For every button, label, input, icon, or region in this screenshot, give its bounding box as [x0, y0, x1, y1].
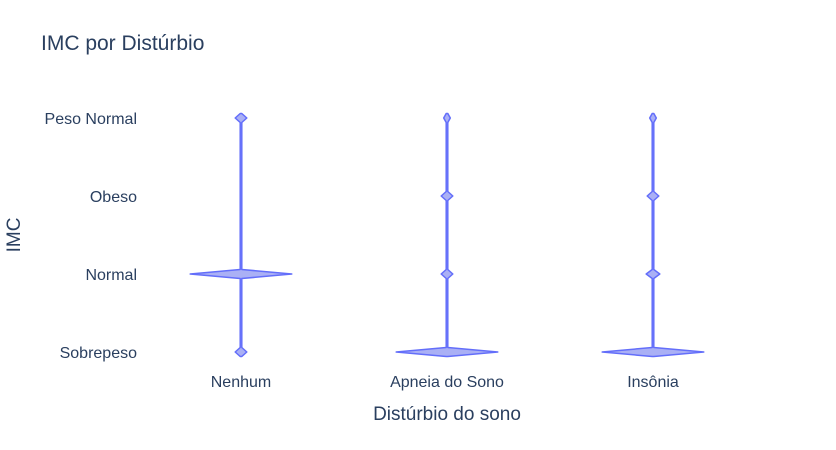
y-tick-sobrepeso: Sobrepeso [60, 345, 137, 362]
violin-nenhum [189, 112, 293, 358]
x-axis-title: Distúrbio do sono [373, 404, 521, 425]
y-tick-labels: Sobrepeso Normal Obeso Peso Normal [45, 111, 138, 362]
chart-title: IMC por Distúrbio [41, 32, 204, 55]
violin-insonia [601, 112, 705, 358]
y-tick-normal: Normal [85, 267, 137, 284]
x-tick-apneia-do-sono: Apneia do Sono [390, 374, 504, 391]
y-axis-title: IMC [4, 218, 25, 253]
y-tick-obeso: Obeso [90, 189, 137, 206]
x-tick-nenhum: Nenhum [211, 374, 271, 391]
x-tick-labels: Nenhum Apneia do Sono Insônia [211, 374, 679, 391]
y-tick-peso-normal: Peso Normal [45, 111, 137, 128]
violin-apneia-do-sono [395, 112, 499, 358]
violins-group [189, 112, 705, 358]
x-tick-insonia: Insônia [627, 374, 679, 391]
